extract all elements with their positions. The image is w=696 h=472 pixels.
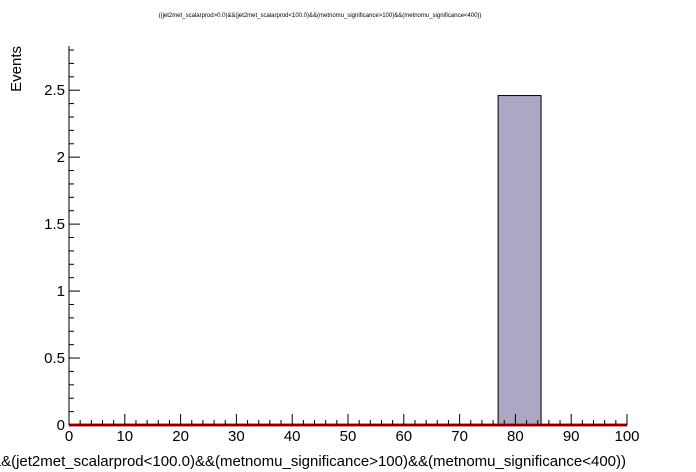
y-axis: 0 0.5 1 1.5 2 2.5 [44,49,80,434]
x-tick-label: 10 [116,428,133,445]
y-tick-label: 0.5 [44,350,65,367]
x-tick-label: 90 [563,428,580,445]
axes-frame [68,46,627,426]
y-tick-label: 0 [57,417,65,434]
y-tick-label: 1 [57,283,65,300]
histogram-bar-1 [497,95,542,426]
x-tick-label: 60 [395,428,412,445]
y-tick-label: 2.5 [44,82,65,99]
bars-group [497,95,542,426]
y-axis-label: Events [8,46,25,92]
y-tick-label: 2 [57,149,65,166]
x-tick-label: 0 [65,428,73,445]
chart-title: ((jet2met_scalarprod>0.0)&&(jet2met_scal… [159,13,482,19]
y-tick-label: 1.5 [44,216,65,233]
x-tick-label: 20 [172,428,189,445]
x-tick-label: 70 [451,428,468,445]
x-tick-label: 100 [614,428,639,445]
x-tick-label: 80 [507,428,524,445]
x-tick-label: 40 [284,428,301,445]
x-axis: 0 10 20 30 40 50 60 70 80 90 100 [65,414,640,445]
x-tick-label: 30 [228,428,245,445]
x-axis-label: &&(jet2met_scalarprod<100.0)&&(metnomu_s… [0,453,626,470]
x-tick-label: 50 [340,428,357,445]
